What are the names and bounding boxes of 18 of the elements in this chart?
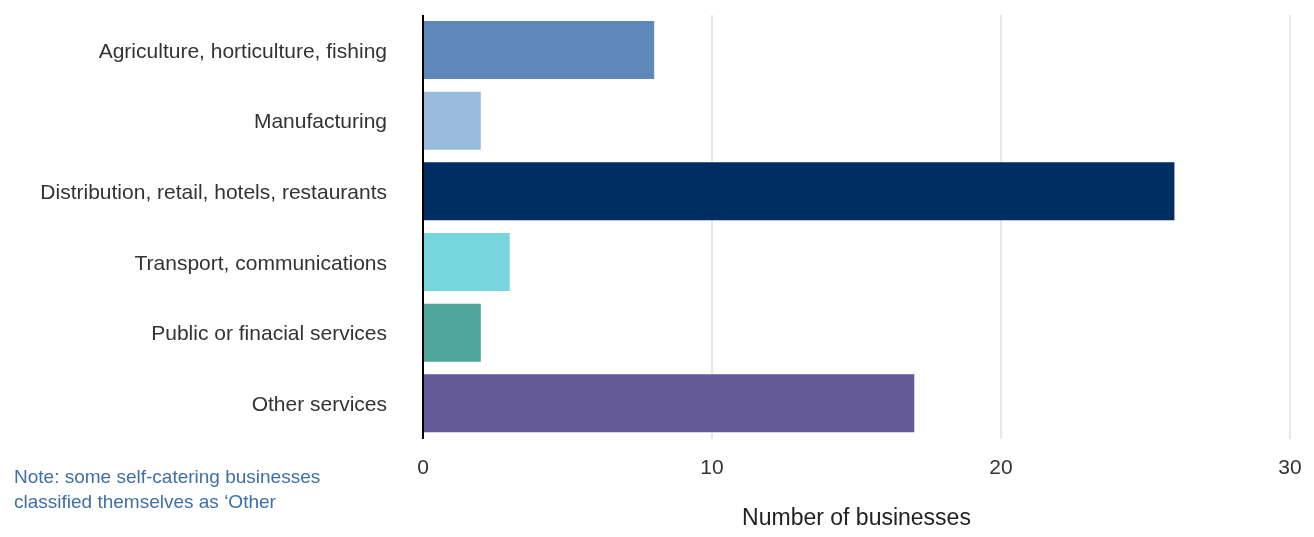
x-axis-title: Number of businesses	[742, 504, 971, 530]
y-tick-label: Transport, communications	[134, 250, 387, 274]
bar	[423, 21, 655, 79]
x-tick-label: 0	[417, 454, 429, 478]
y-tick-label: Agriculture, horticulture, fishing	[98, 38, 387, 62]
text: Note: some self-catering businesses classified themselves as ‘Other	[14, 465, 322, 514]
bar	[423, 91, 481, 150]
y-tick-label: Distribution, retail, hotels, restaurants	[40, 180, 387, 204]
bar	[423, 374, 915, 433]
bar	[423, 233, 510, 291]
bar	[423, 162, 1175, 221]
y-tick-label: Other services	[251, 392, 387, 416]
x-tick-label: 10	[700, 454, 724, 478]
x-tick-label: 30	[1278, 454, 1302, 478]
bar	[423, 303, 481, 362]
y-tick-label: Manufacturing	[253, 109, 387, 133]
y-tick-label: Public or finacial services	[151, 321, 387, 345]
x-tick-label: 20	[989, 454, 1013, 478]
